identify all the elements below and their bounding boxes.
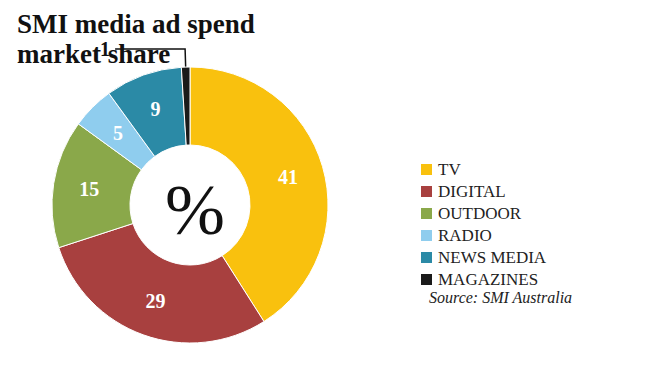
svg-text:Source: SMI Australia: Source: SMI Australia xyxy=(429,289,572,306)
svg-text:DIGITAL: DIGITAL xyxy=(438,182,506,201)
svg-text:15: 15 xyxy=(79,178,99,200)
svg-text:41: 41 xyxy=(278,166,298,188)
svg-text:9: 9 xyxy=(150,98,160,120)
svg-text:5: 5 xyxy=(113,122,123,144)
svg-text:MAGAZINES: MAGAZINES xyxy=(438,270,538,289)
svg-text:OUTDOOR: OUTDOOR xyxy=(438,204,522,223)
svg-text:NEWS MEDIA: NEWS MEDIA xyxy=(438,248,547,267)
svg-text:29: 29 xyxy=(145,290,165,312)
svg-text:TV: TV xyxy=(438,160,461,179)
svg-text:market share: market share xyxy=(17,39,170,69)
svg-text:RADIO: RADIO xyxy=(438,226,492,245)
svg-text:%: % xyxy=(165,170,225,250)
svg-text:SMI media ad spend: SMI media ad spend xyxy=(17,9,262,39)
